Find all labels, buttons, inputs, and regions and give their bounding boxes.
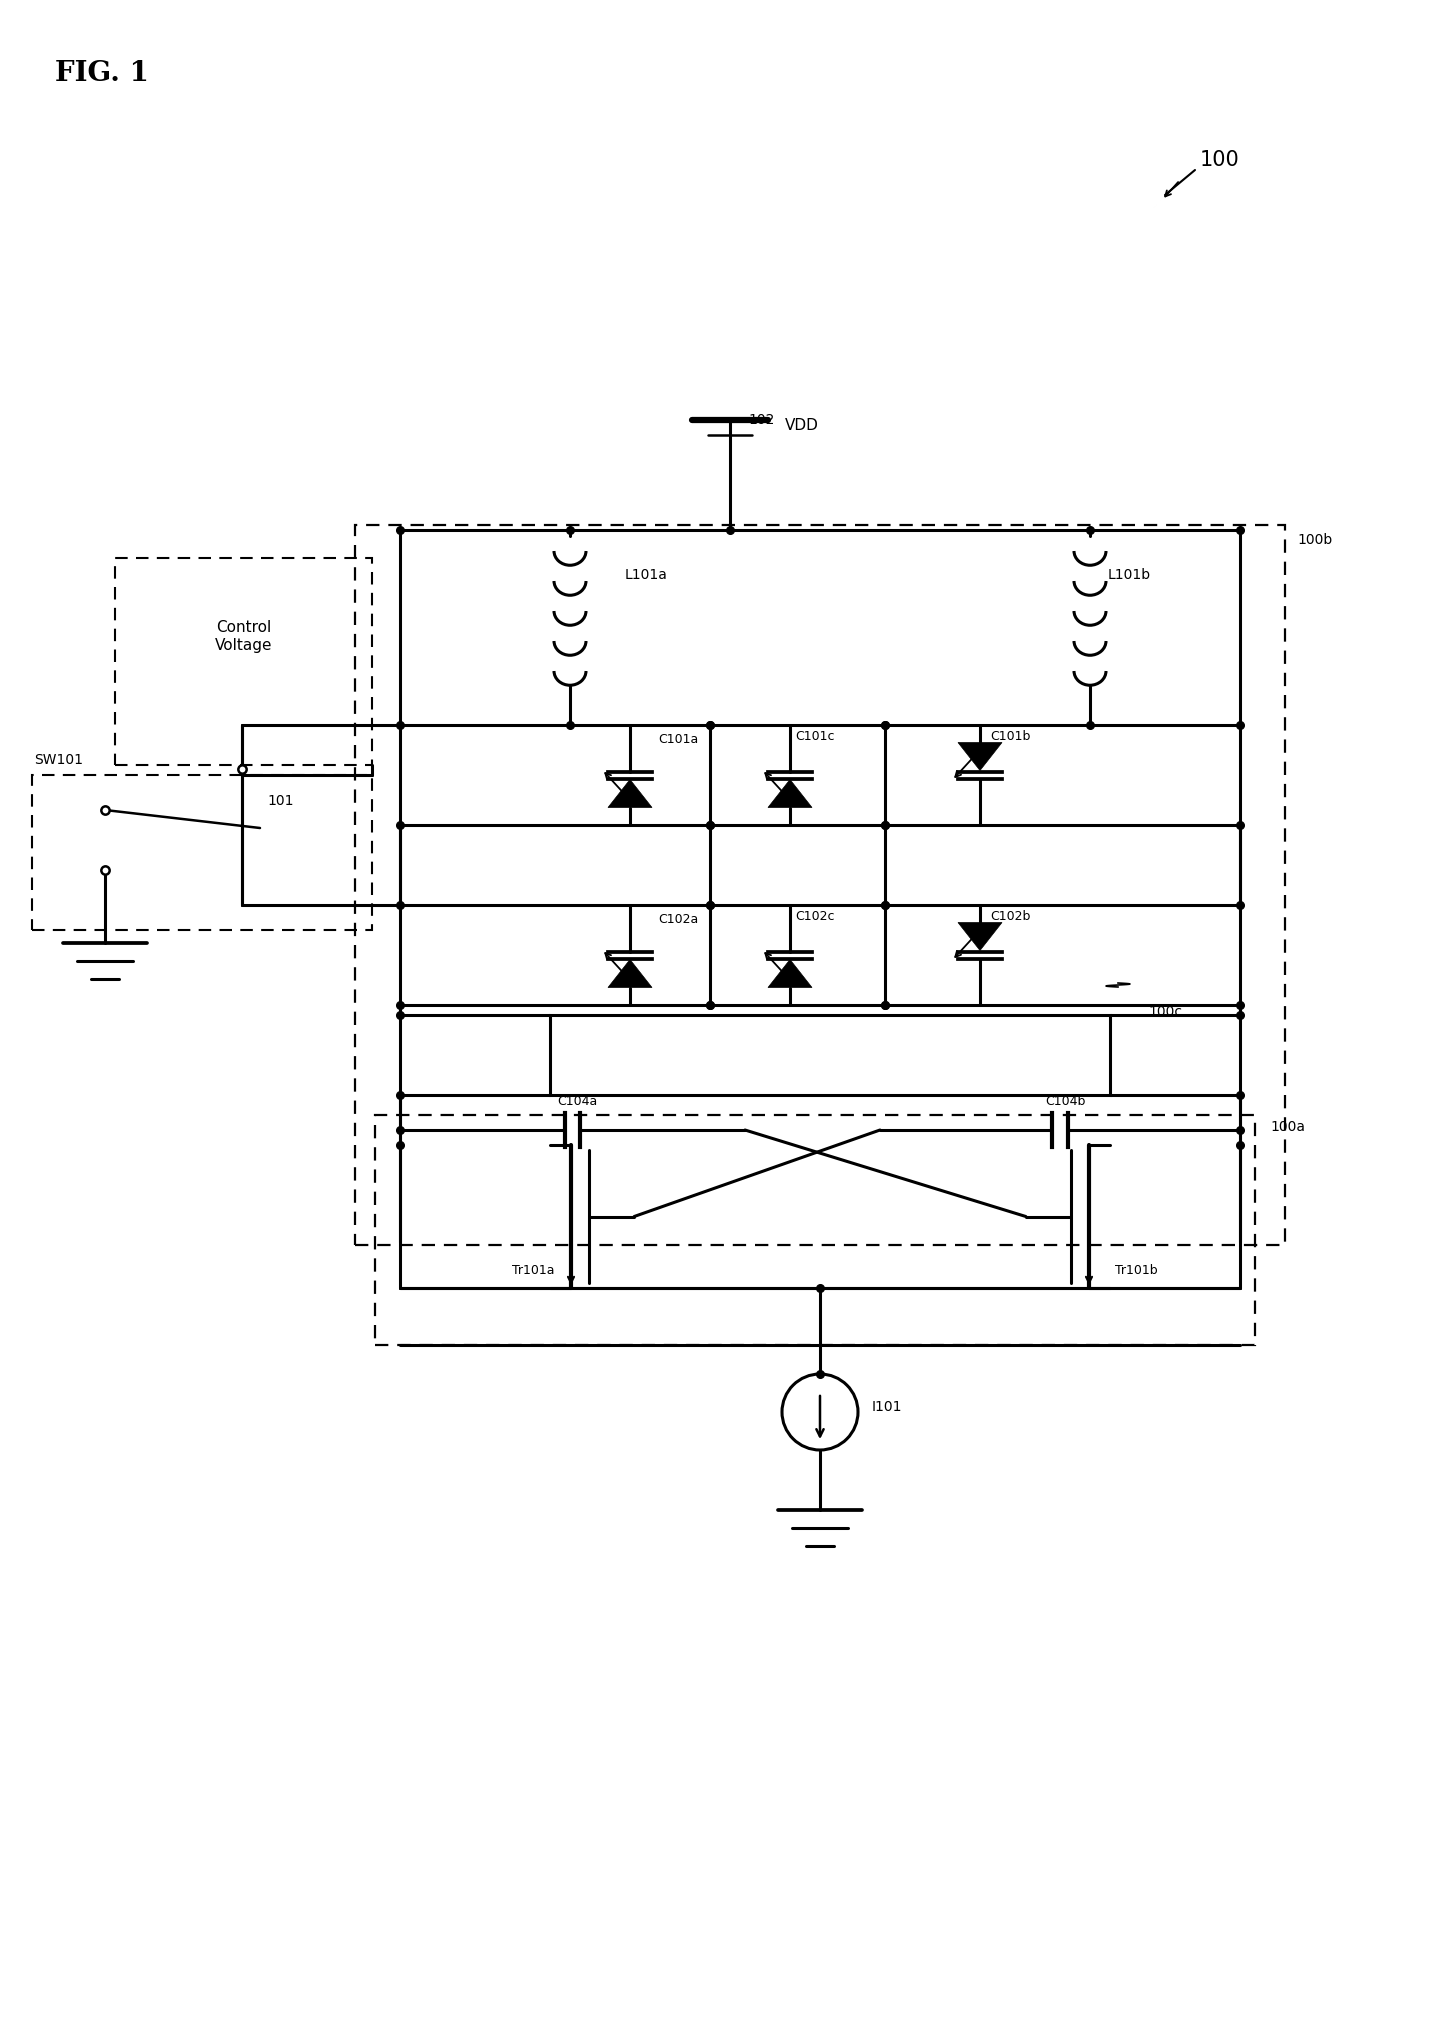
Polygon shape <box>768 780 811 808</box>
Polygon shape <box>958 743 1003 771</box>
Polygon shape <box>958 922 1003 950</box>
Bar <box>355 526 1285 1244</box>
Text: FIG. 1: FIG. 1 <box>55 61 149 87</box>
Text: Tr101a: Tr101a <box>511 1263 555 1277</box>
Bar <box>114 558 372 765</box>
Text: 101: 101 <box>267 794 294 808</box>
Text: C102c: C102c <box>796 909 835 924</box>
Bar <box>375 1114 1255 1346</box>
Text: I101: I101 <box>872 1401 903 1415</box>
Text: C102b: C102b <box>990 909 1030 924</box>
Bar <box>551 1015 1110 1094</box>
Text: L101b: L101b <box>1108 568 1151 583</box>
Text: C104b: C104b <box>1045 1094 1085 1108</box>
Polygon shape <box>768 960 811 987</box>
Text: 100: 100 <box>1200 150 1240 171</box>
Text: 100a: 100a <box>1269 1121 1306 1135</box>
Polygon shape <box>609 960 652 987</box>
Text: Tr101b: Tr101b <box>1114 1263 1158 1277</box>
Bar <box>32 775 372 930</box>
Text: C101b: C101b <box>990 731 1030 743</box>
Text: 102: 102 <box>748 412 774 426</box>
Text: SW101: SW101 <box>33 753 83 767</box>
Text: C102a: C102a <box>658 914 698 926</box>
Text: 100c: 100c <box>1148 1005 1182 1019</box>
Text: C101c: C101c <box>796 731 835 743</box>
Polygon shape <box>609 780 652 808</box>
Text: Control
Voltage: Control Voltage <box>214 621 272 654</box>
Text: VDD: VDD <box>785 418 819 432</box>
Text: C104a: C104a <box>558 1094 597 1108</box>
Text: C101a: C101a <box>658 733 698 745</box>
Text: L101a: L101a <box>625 568 668 583</box>
Text: 100b: 100b <box>1297 534 1332 546</box>
